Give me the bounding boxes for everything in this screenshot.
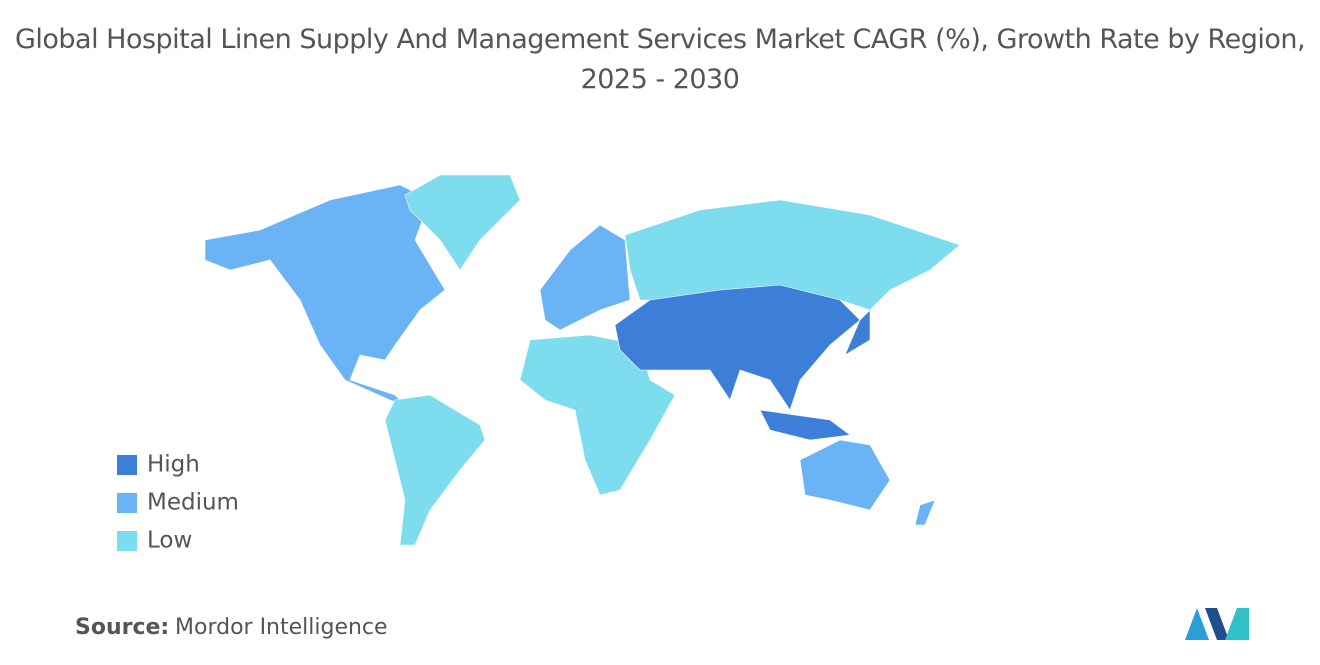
new-zealand: [914, 499, 936, 526]
indonesia: [759, 409, 851, 441]
japan: [844, 309, 871, 356]
australia: [799, 439, 891, 511]
source-text: Mordor Intelligence: [175, 615, 388, 640]
south-america: [384, 394, 486, 546]
chart-title: Global Hospital Linen Supply And Managem…: [14, 24, 1306, 95]
north-america: [204, 184, 446, 406]
europe: [539, 224, 631, 331]
legend-label: Low: [147, 528, 192, 554]
legend-label: Medium: [147, 490, 239, 516]
legend: High Medium Low: [117, 452, 239, 554]
legend-swatch: [117, 493, 137, 513]
legend-label: High: [147, 452, 200, 478]
legend-swatch: [117, 531, 137, 551]
logo: [1185, 608, 1249, 640]
world-map: [204, 174, 961, 546]
asia: [614, 284, 861, 411]
greenland: [404, 174, 521, 271]
source-label: Source:: [75, 615, 169, 640]
legend-swatch: [117, 455, 137, 475]
